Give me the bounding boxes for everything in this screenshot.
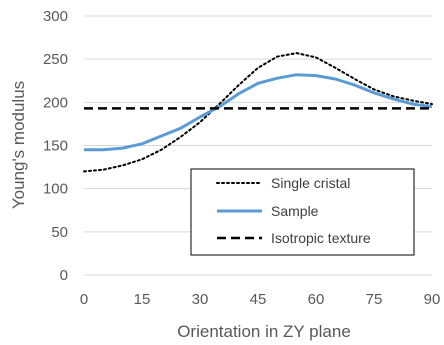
legend-items: Single cristal Sample Isotropic texture bbox=[216, 175, 371, 246]
legend-label-sample: Sample bbox=[271, 203, 319, 219]
series-layer bbox=[83, 52, 433, 173]
x-tick-label-30: 30 bbox=[192, 291, 209, 308]
x-tick-label-0: 0 bbox=[80, 291, 88, 308]
y-axis-tick-labels: 0 50 100 150 200 250 300 bbox=[43, 8, 68, 284]
x-tick-label-90: 90 bbox=[424, 291, 441, 308]
y-axis-title: Young's modulus bbox=[9, 81, 28, 209]
y-tick-label-100: 100 bbox=[43, 181, 68, 198]
y-tick-label-300: 300 bbox=[43, 8, 68, 25]
x-tick-label-60: 60 bbox=[308, 291, 325, 308]
x-tick-label-75: 75 bbox=[366, 291, 383, 308]
y-tick-label-250: 250 bbox=[43, 51, 68, 68]
x-axis-title: Orientation in ZY plane bbox=[177, 322, 351, 341]
series-line-single-cristal bbox=[83, 52, 433, 173]
y-tick-label-200: 200 bbox=[43, 94, 68, 111]
y-tick-label-0: 0 bbox=[60, 267, 68, 284]
series-line-sample bbox=[84, 73, 433, 152]
y-tick-label-150: 150 bbox=[43, 138, 68, 155]
y-tick-label-50: 50 bbox=[51, 224, 68, 241]
legend: Single cristal Sample Isotropic texture bbox=[190, 168, 415, 256]
x-tick-label-15: 15 bbox=[134, 291, 151, 308]
legend-label-single-cristal: Single cristal bbox=[271, 175, 350, 191]
x-axis-tick-labels: 0 15 30 45 60 75 90 bbox=[80, 291, 441, 308]
x-tick-label-45: 45 bbox=[250, 291, 267, 308]
legend-label-isotropic-texture: Isotropic texture bbox=[271, 230, 371, 246]
